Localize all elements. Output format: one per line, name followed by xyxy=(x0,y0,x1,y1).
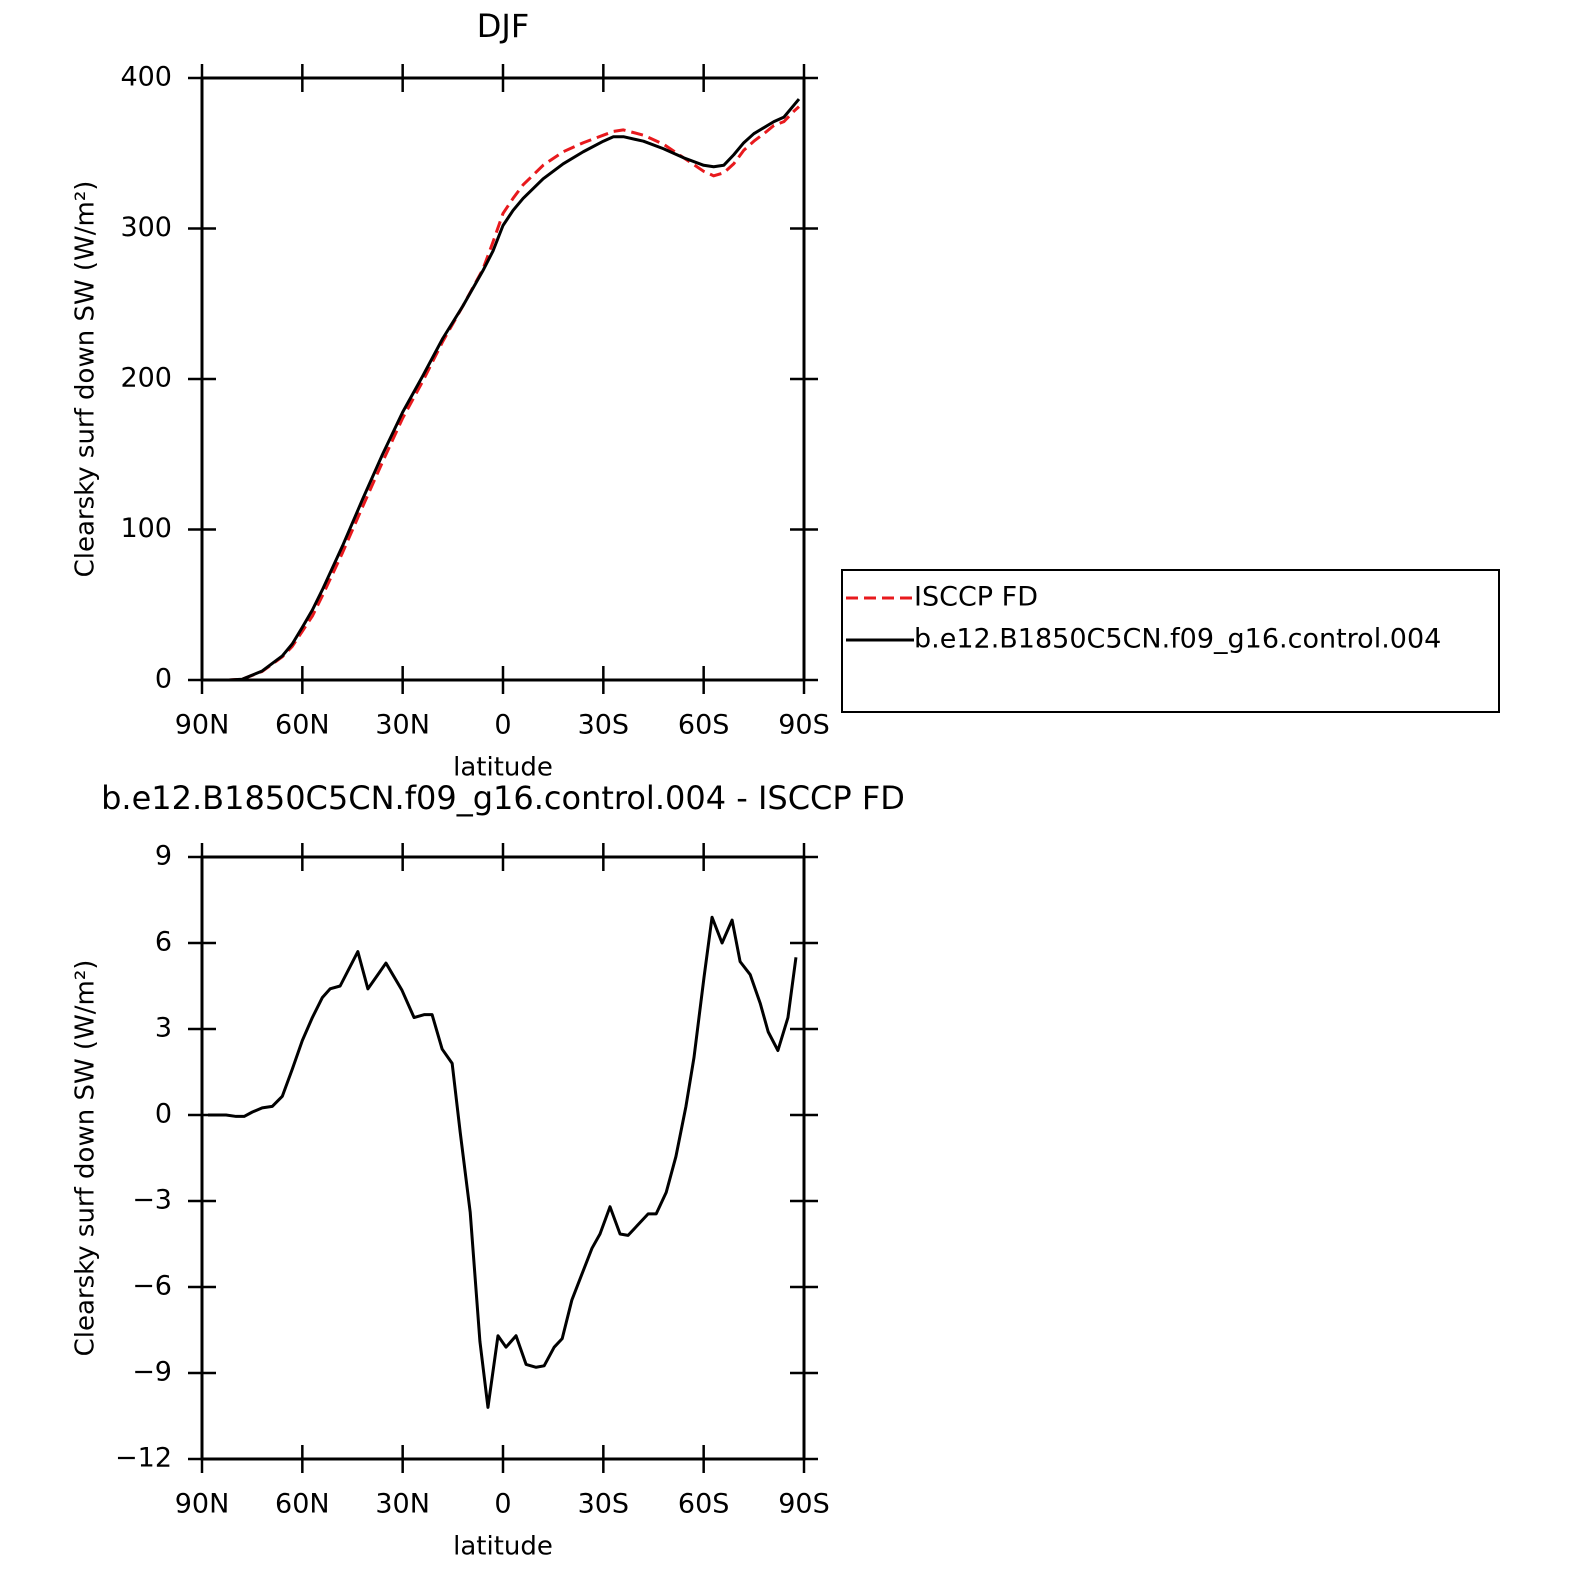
plot-frame xyxy=(200,855,806,1461)
x-tick-label: 60N xyxy=(275,710,330,741)
x-tick-label: 30N xyxy=(375,1489,430,1520)
x-tick-label: 90S xyxy=(778,710,830,741)
y-tick-label: 0 xyxy=(155,664,172,695)
y-tick-label: −3 xyxy=(132,1185,172,1216)
y-tick-label: 6 xyxy=(155,927,172,958)
x-tick-label: 30S xyxy=(578,1489,630,1520)
x-tick-label: 0 xyxy=(494,710,511,741)
y-tick-label: 400 xyxy=(120,62,172,93)
chart-title: b.e12.B1850C5CN.f09_g16.control.004 - IS… xyxy=(101,779,905,817)
y-tick-label: −12 xyxy=(115,1443,172,1474)
y-tick-label: 100 xyxy=(120,513,172,544)
legend-label: ISCCP FD xyxy=(914,582,1038,613)
x-axis-label: latitude xyxy=(453,753,553,783)
y-tick-label: 3 xyxy=(155,1013,172,1044)
y-tick-label: 9 xyxy=(155,841,172,872)
x-axis-label: latitude xyxy=(453,1532,553,1562)
x-tick-label: 60N xyxy=(275,1489,330,1520)
plot-frame xyxy=(200,76,806,682)
chart-title: DJF xyxy=(477,7,529,45)
data-line xyxy=(207,105,800,682)
y-tick-label: −6 xyxy=(132,1271,172,1302)
y-tick-label: −9 xyxy=(132,1357,172,1388)
x-tick-label: 60S xyxy=(678,1489,730,1520)
x-tick-label: 60S xyxy=(678,710,730,741)
data-line xyxy=(207,98,801,682)
x-tick-label: 30N xyxy=(375,710,430,741)
x-tick-label: 90N xyxy=(175,710,230,741)
x-tick-label: 30S xyxy=(578,710,630,741)
legend-label: b.e12.B1850C5CN.f09_g16.control.004 xyxy=(914,624,1441,655)
y-tick-label: 0 xyxy=(155,1099,172,1130)
y-tick-label: 200 xyxy=(120,363,172,394)
x-tick-label: 0 xyxy=(494,1489,511,1520)
y-axis-label: Clearsky surf down SW (W/m²) xyxy=(71,960,101,1357)
legend-box xyxy=(841,569,1500,713)
x-tick-label: 90S xyxy=(778,1489,830,1520)
data-line xyxy=(208,915,798,1409)
y-axis-label: Clearsky surf down SW (W/m²) xyxy=(71,181,101,578)
x-tick-label: 90N xyxy=(175,1489,230,1520)
y-tick-label: 300 xyxy=(120,212,172,243)
